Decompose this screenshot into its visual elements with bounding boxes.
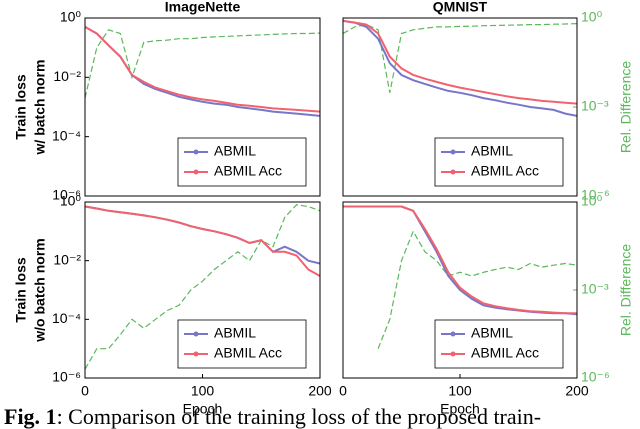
legend-marker xyxy=(193,149,199,155)
series-line xyxy=(343,19,577,117)
x-tick-label: 200 xyxy=(565,383,589,399)
series-line xyxy=(343,205,577,316)
x-tick-label: 100 xyxy=(448,383,472,399)
y2-axis-label: Rel. Difference xyxy=(618,61,634,154)
legend-marker xyxy=(193,351,199,357)
series-line xyxy=(85,26,320,117)
legend-label: ABMIL xyxy=(214,325,256,341)
series-line xyxy=(85,26,320,113)
y-tick-label: 10⁻⁴ xyxy=(52,127,81,143)
series-line xyxy=(377,229,577,349)
plot-frame xyxy=(342,201,578,379)
series-line xyxy=(343,19,577,105)
legend-marker xyxy=(450,149,456,155)
series-line xyxy=(85,205,320,265)
y-axis-label: w/ batch norm xyxy=(32,60,48,156)
y2-tick-label: 10⁻³ xyxy=(581,281,609,297)
legend-label: ABMIL Acc xyxy=(214,345,282,361)
legend-box xyxy=(177,137,307,187)
legend-label: ABMIL xyxy=(471,143,513,159)
series-line xyxy=(343,205,577,315)
caption: Fig. 1: Comparison of the training loss … xyxy=(4,404,541,429)
legend-label: ABMIL Acc xyxy=(471,345,539,361)
x-tick-label: 200 xyxy=(308,383,332,399)
x-tick-label: 0 xyxy=(81,383,89,399)
series-line xyxy=(85,204,320,370)
y-tick-label: 10⁻⁶ xyxy=(52,187,81,203)
legend-label: ABMIL xyxy=(214,143,256,159)
legend-label: ABMIL Acc xyxy=(214,163,282,179)
y2-tick-label: 10⁻⁶ xyxy=(581,187,610,203)
legend-box xyxy=(434,137,564,187)
x-tick-label: 0 xyxy=(339,383,347,399)
y2-tick-label: 10⁻³ xyxy=(581,98,609,114)
y-tick-label: 10⁻⁶ xyxy=(52,369,81,385)
legend-label: ABMIL Acc xyxy=(471,163,539,179)
legend-box xyxy=(434,319,564,369)
y-tick-label: 10⁰ xyxy=(60,193,82,209)
series-line xyxy=(343,23,577,93)
y-axis-label: Train loss xyxy=(13,257,29,323)
legend-label: ABMIL xyxy=(471,325,513,341)
y2-tick-label: 10⁻⁶ xyxy=(581,369,610,385)
y-axis-label: Train loss xyxy=(13,74,29,140)
y-tick-label: 10⁻² xyxy=(53,251,81,267)
y2-tick-label: 10⁰ xyxy=(581,193,603,209)
x-axis-label: Epoch xyxy=(440,401,480,417)
legend-marker xyxy=(450,331,456,337)
panel-title: QMNIST xyxy=(433,0,488,15)
plot-frame xyxy=(84,17,321,197)
legend-marker xyxy=(450,351,456,357)
plot-frame xyxy=(84,201,321,379)
x-axis-label: Epoch xyxy=(183,401,223,417)
y2-axis-label: Rel. Difference xyxy=(618,244,634,337)
y-tick-label: 10⁰ xyxy=(60,9,82,25)
plot-frame xyxy=(342,17,578,197)
x-tick-label: 100 xyxy=(191,383,215,399)
legend-marker xyxy=(193,169,199,175)
series-line xyxy=(85,29,320,99)
legend-box xyxy=(177,319,307,369)
y2-tick-label: 10⁰ xyxy=(581,9,603,25)
series-line xyxy=(85,205,320,277)
panel-title: ImageNette xyxy=(165,0,241,15)
y-axis-label: w/o batch norm xyxy=(32,238,48,342)
caption-text: : Comparison of the training loss of the… xyxy=(57,404,542,429)
caption-label: Fig. 1 xyxy=(4,404,57,429)
y-tick-label: 10⁻⁴ xyxy=(52,310,81,326)
y-tick-label: 10⁻² xyxy=(53,68,81,84)
legend-marker xyxy=(193,331,199,337)
legend-marker xyxy=(450,169,456,175)
